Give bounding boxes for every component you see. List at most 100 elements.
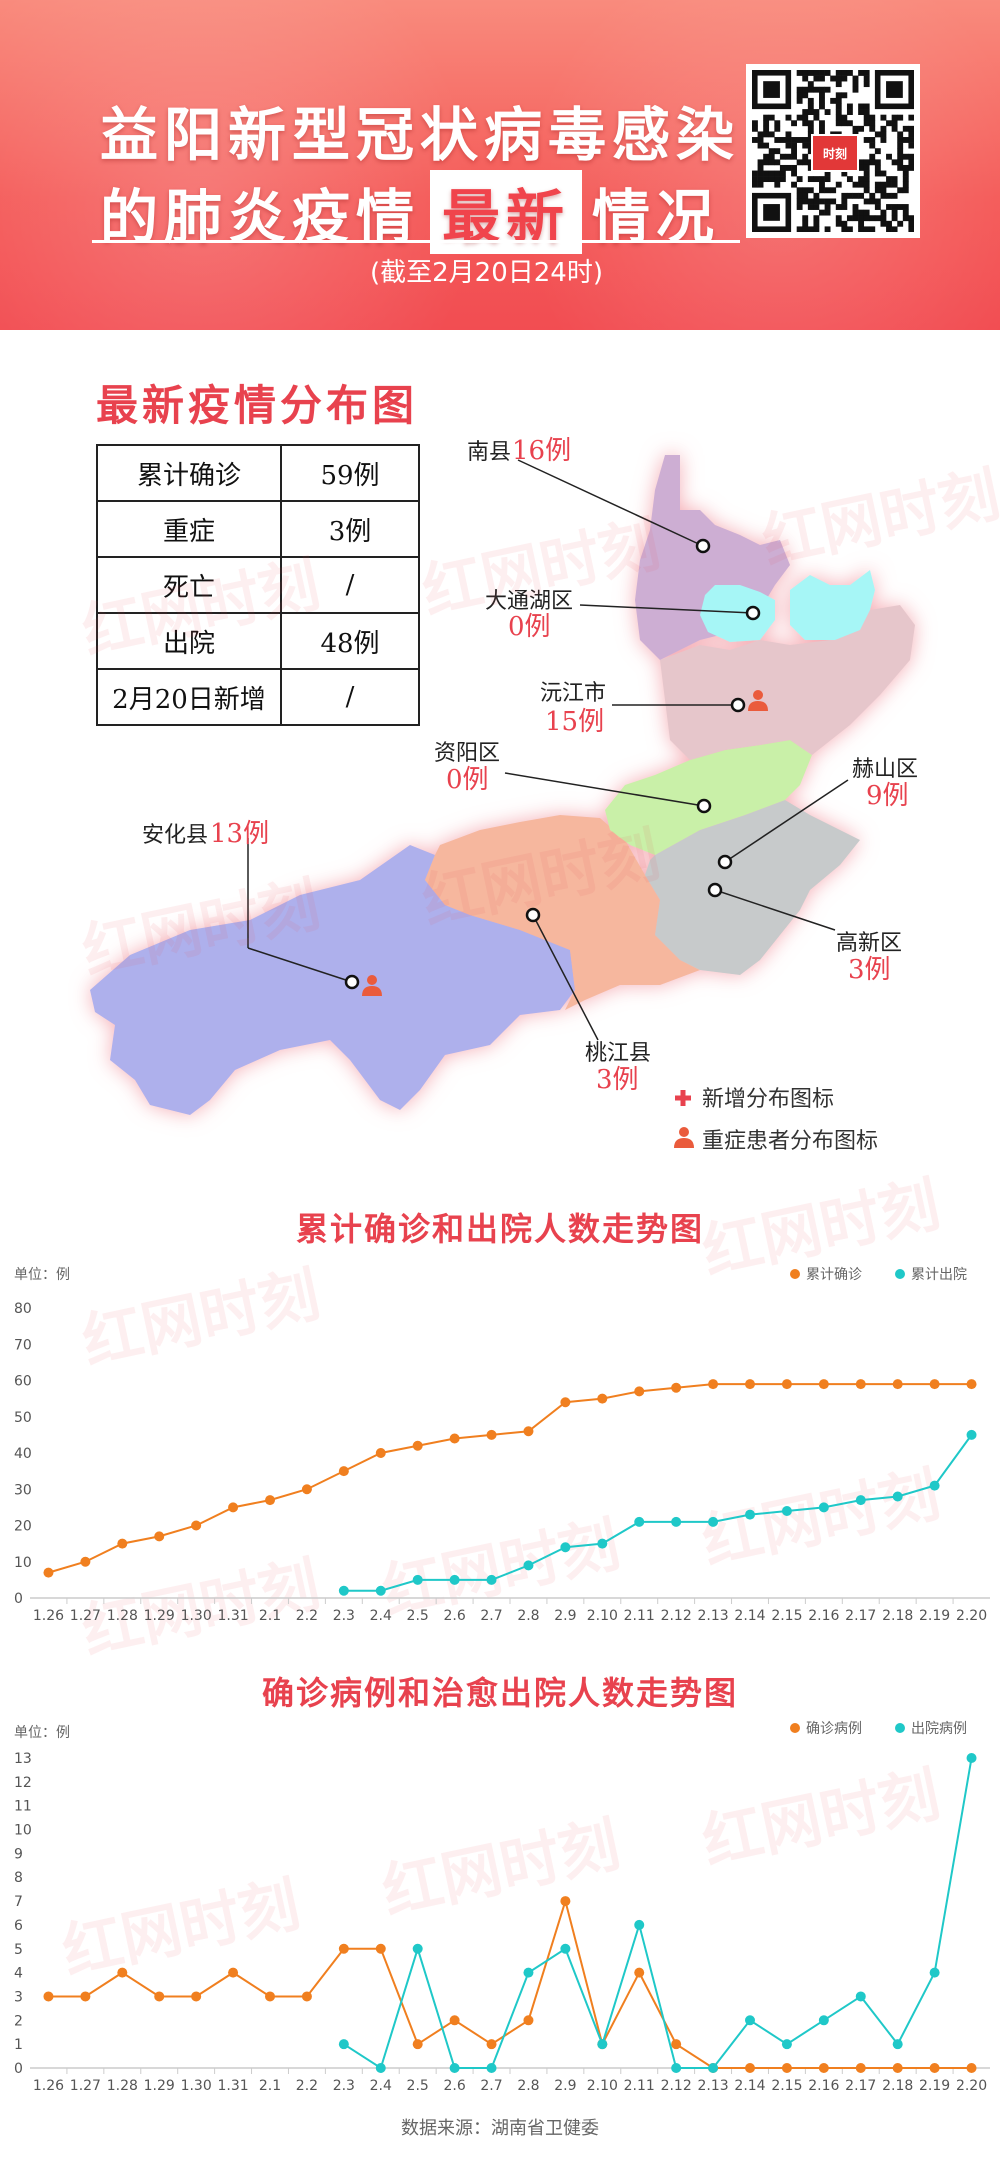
y-tick-label: 40 xyxy=(14,1446,32,1462)
severe-legend-icon xyxy=(674,1127,694,1148)
region-name-heshan: 赫山区 xyxy=(852,757,918,782)
data-point xyxy=(375,1943,386,1954)
map-marker xyxy=(707,882,723,898)
data-point xyxy=(43,1991,54,2002)
data-point xyxy=(449,2063,460,2073)
chart1-unit: 单位：例 xyxy=(14,1267,70,1283)
x-tick-label: 2.6 xyxy=(443,2078,465,2094)
data-point xyxy=(449,2015,460,2026)
data-point xyxy=(597,1538,608,1549)
x-tick-label: 2.17 xyxy=(845,1608,876,1624)
data-point xyxy=(486,1574,497,1585)
data-point xyxy=(449,1433,460,1444)
region-count-datonghu: 0例 xyxy=(508,612,551,642)
legend-label: 出院病例 xyxy=(911,1721,967,1737)
x-tick-label: 2.5 xyxy=(407,1608,429,1624)
qr-badge: 时刻 xyxy=(811,134,859,172)
map-region-datonghu-east xyxy=(790,570,875,640)
chart1-legend-discharged: 累计出院 xyxy=(895,1264,967,1284)
x-tick-label: 2.15 xyxy=(771,1608,802,1624)
map-region-yuanjiang xyxy=(660,605,915,760)
table-row: 累计确诊 59例 xyxy=(96,444,420,502)
legend-new-label: 新增分布图标 xyxy=(702,1087,834,1112)
map-marker xyxy=(717,854,733,870)
data-point xyxy=(966,2063,977,2073)
stat-label: 重症 xyxy=(96,500,282,558)
map-marker xyxy=(730,697,746,713)
x-tick-label: 1.26 xyxy=(33,1608,64,1624)
region-name-ziyang: 资阳区 xyxy=(434,741,500,766)
region-count-yuanjiang: 15例 xyxy=(545,707,604,737)
series-line-1 xyxy=(343,1757,973,2070)
y-tick-label: 60 xyxy=(14,1374,32,1390)
legend-label: 累计确诊 xyxy=(806,1267,862,1283)
data-point xyxy=(486,2039,497,2050)
chart1-title: 累计确诊和出院人数走势图 xyxy=(295,1210,704,1248)
x-tick-label: 1.26 xyxy=(33,2078,64,2094)
data-point xyxy=(301,1991,312,2002)
region-count-ziyang: 0例 xyxy=(446,765,489,795)
data-point xyxy=(634,1919,645,1930)
map-region-datonghu xyxy=(700,585,775,642)
data-point xyxy=(191,1520,202,1531)
data-point xyxy=(523,1426,534,1437)
new-case-icon xyxy=(675,1090,691,1106)
x-tick-label: 2.8 xyxy=(517,1608,539,1624)
data-point xyxy=(449,1574,460,1585)
data-point xyxy=(597,1393,608,1404)
region-name-gaoxin: 高新区 xyxy=(836,931,902,956)
data-point xyxy=(745,1379,755,1390)
x-tick-label: 2.16 xyxy=(808,1608,839,1624)
stat-label: 死亡 xyxy=(96,556,282,614)
x-tick-label: 2.9 xyxy=(554,2078,576,2094)
x-tick-label: 2.9 xyxy=(554,1608,576,1624)
x-tick-label: 1.27 xyxy=(70,2078,101,2094)
x-tick-label: 2.10 xyxy=(587,2078,618,2094)
data-point xyxy=(265,1991,275,2002)
region-count-nanxian: 16例 xyxy=(512,436,571,466)
x-tick-label: 2.14 xyxy=(734,1608,765,1624)
data-point xyxy=(855,1379,866,1390)
x-tick-label: 2.14 xyxy=(734,2078,765,2094)
map-marker xyxy=(344,974,360,990)
legend-dot xyxy=(790,1723,800,1733)
chart1-plot: 0 10 20 30 40 50 60 70 80 1.26 1.27 1.28 1.29 1.30 1.3… xyxy=(14,1301,990,1624)
y-tick-label: 0 xyxy=(14,1591,23,1607)
data-point xyxy=(929,1379,940,1390)
map-region-anhua xyxy=(90,845,575,1115)
region-map: 南县 16例 大通湖区 0例 沅江市 15例 资阳区 0例 赫山区 9例 安化县… xyxy=(90,436,918,1150)
data-point xyxy=(560,1397,571,1408)
y-tick-label: 20 xyxy=(14,1519,32,1535)
legend-dot xyxy=(895,1723,905,1733)
data-point xyxy=(560,1943,571,1954)
y-tick-label: 12 xyxy=(14,1775,32,1791)
data-point xyxy=(818,2015,829,2026)
chart2-title: 确诊病例和治愈出院人数走势图 xyxy=(261,1674,738,1712)
legend-severe-label: 重症患者分布图标 xyxy=(702,1129,878,1150)
data-point xyxy=(671,1382,682,1393)
x-tick-label: 2.16 xyxy=(808,2078,839,2094)
chart2-legend-discharged: 出院病例 xyxy=(895,1718,967,1738)
stat-label: 出院 xyxy=(96,612,282,670)
x-tick-label: 2.6 xyxy=(443,1608,465,1624)
x-tick-label: 2.19 xyxy=(919,1608,950,1624)
page-title-line2: 的肺炎疫情 最新 情况 xyxy=(100,170,720,254)
data-point xyxy=(117,1538,128,1549)
x-tick-label: 2.13 xyxy=(697,1608,728,1624)
legend-label: 累计出院 xyxy=(911,1267,967,1283)
data-point xyxy=(745,1509,755,1520)
data-point xyxy=(966,1753,977,1763)
chart2-legend-confirmed: 确诊病例 xyxy=(790,1718,862,1738)
data-point xyxy=(708,1516,719,1527)
title-part-b: 情况 xyxy=(592,183,721,251)
map-marker xyxy=(695,538,711,554)
x-tick-label: 1.29 xyxy=(144,1608,175,1624)
map-region-heshan xyxy=(645,800,860,975)
x-tick-label: 2.1 xyxy=(259,2078,281,2094)
x-tick-label: 2.7 xyxy=(480,1608,502,1624)
distribution-title: 最新疫情分布图 xyxy=(96,381,419,430)
data-point xyxy=(634,1386,645,1397)
data-point xyxy=(745,2063,755,2073)
legend-dot xyxy=(895,1269,905,1279)
y-tick-label: 2 xyxy=(14,2013,23,2029)
